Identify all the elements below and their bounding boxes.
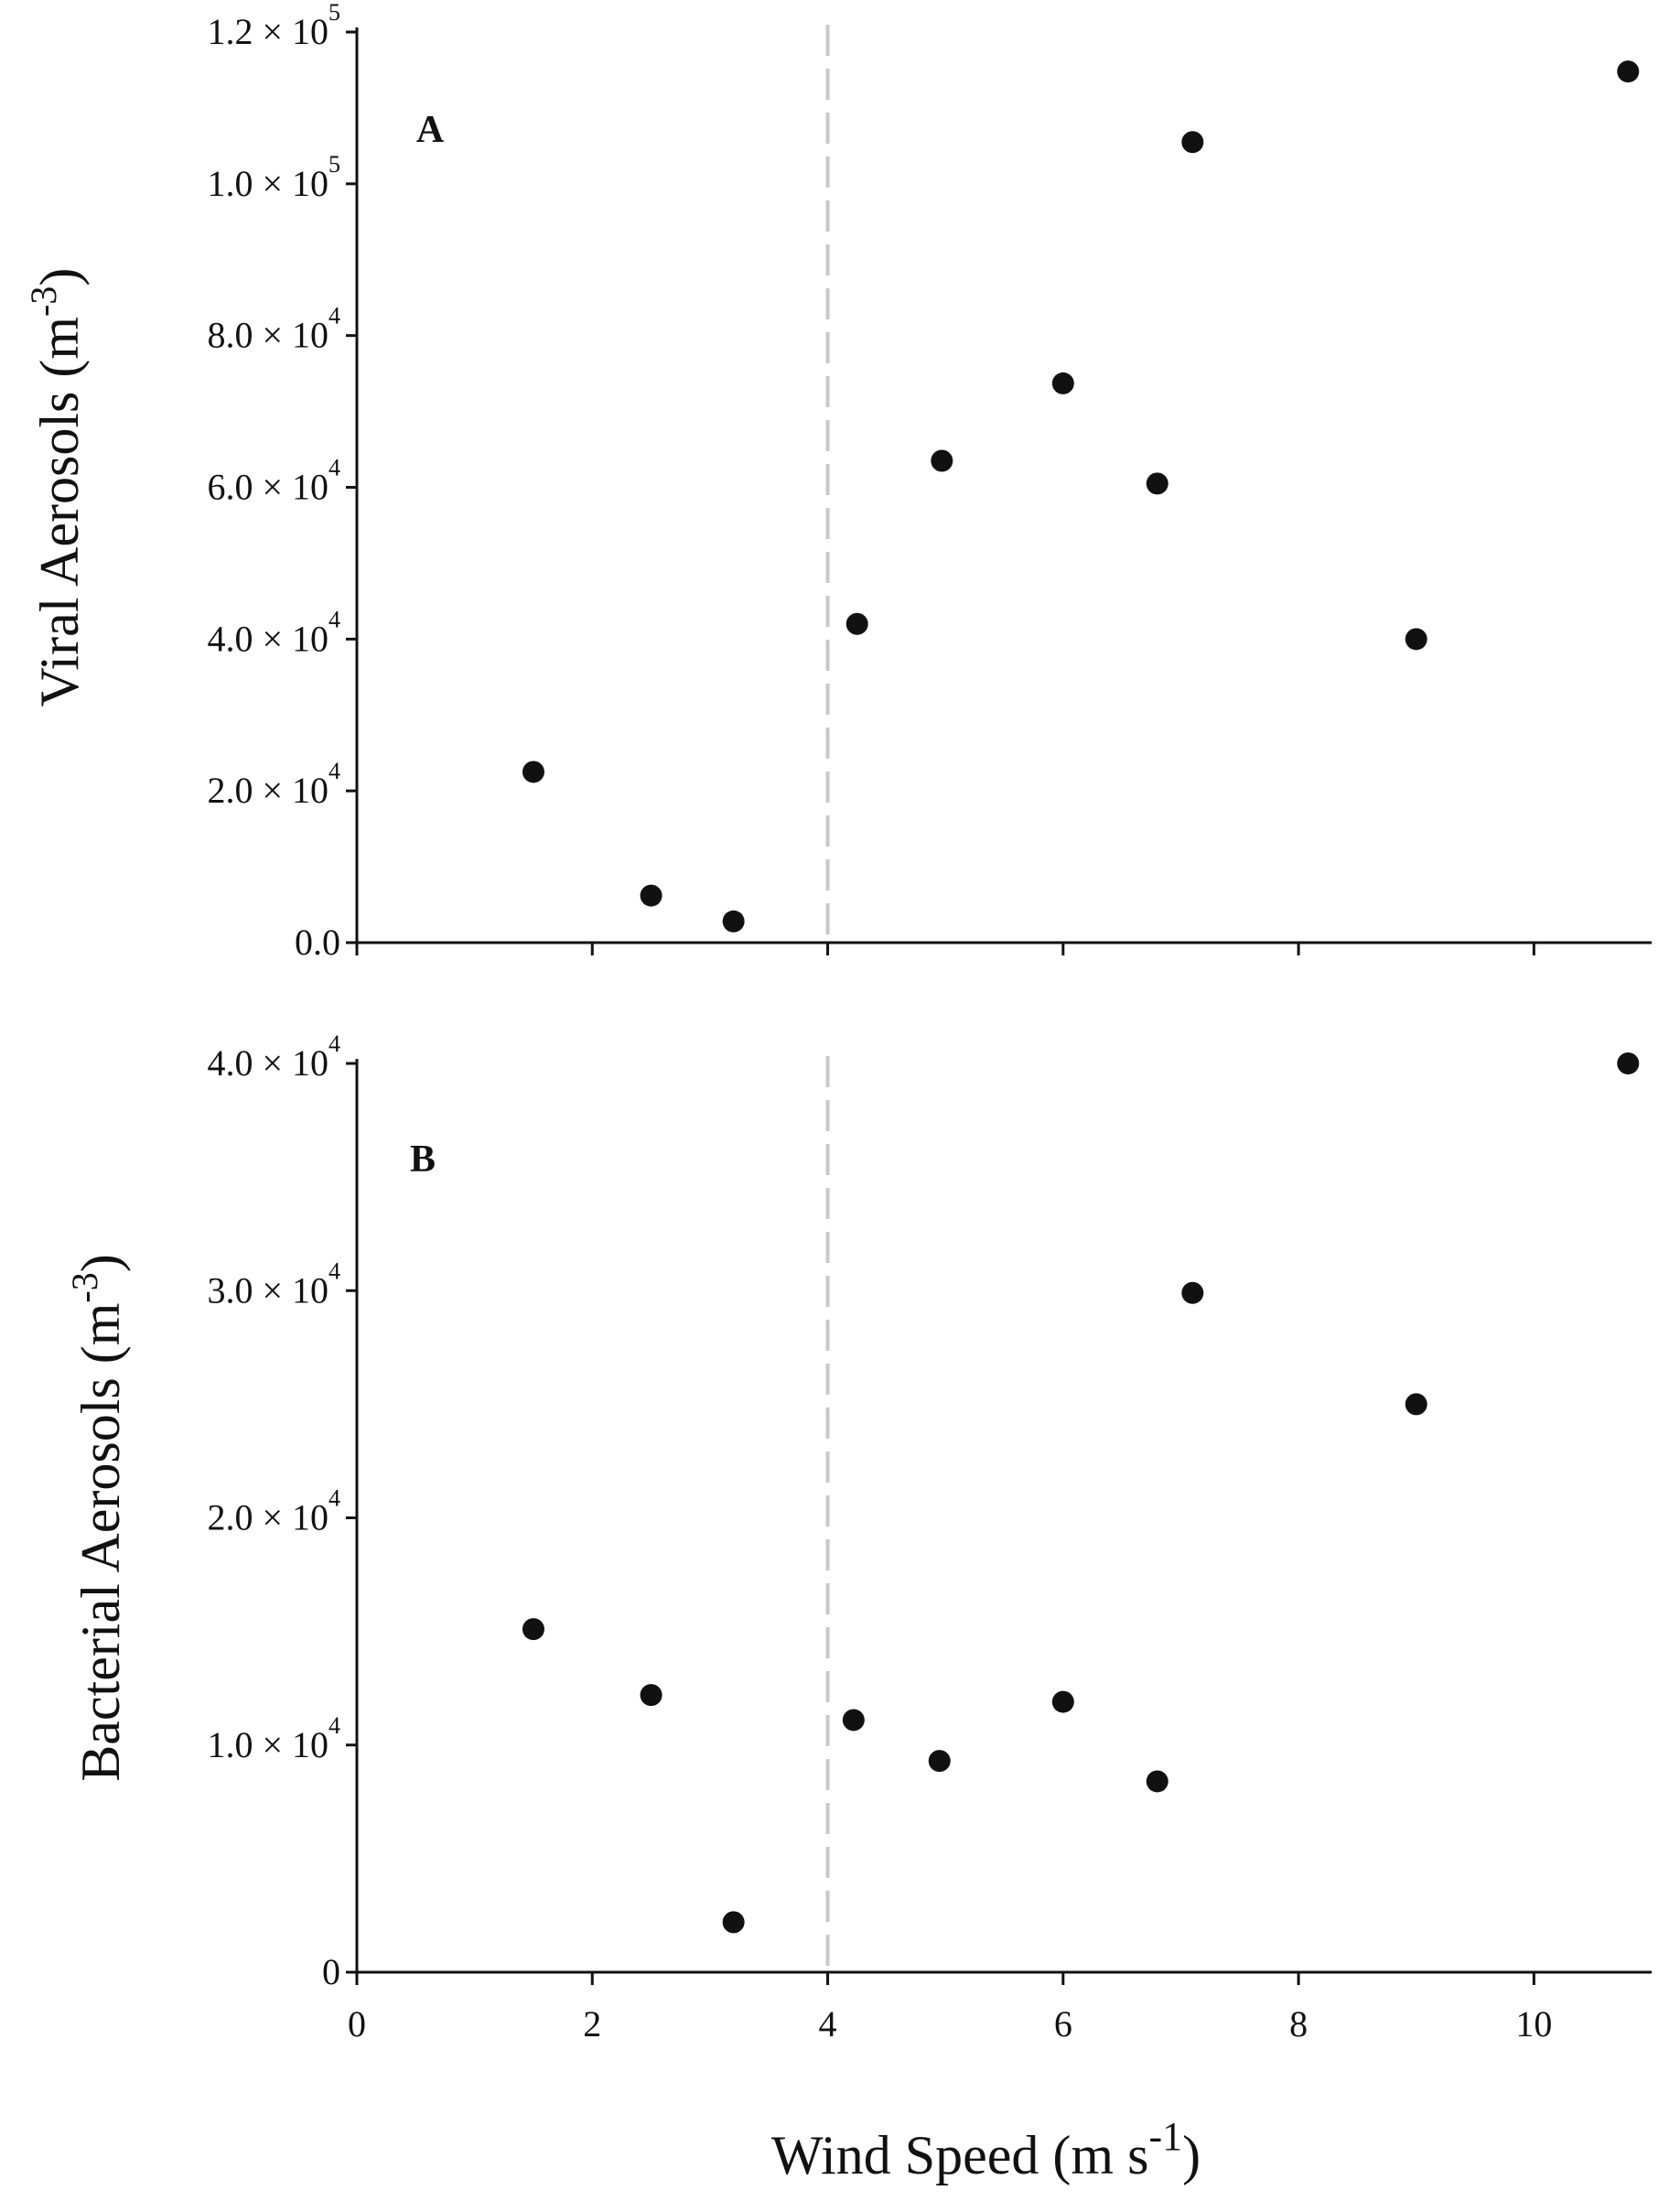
y-tick-mantissa: 6.0 × 10 (207, 467, 328, 508)
y-tick-label: 4.0 × 104 (207, 1030, 340, 1084)
y-tick-exponent: 4 (328, 455, 340, 481)
data-point (1617, 1052, 1640, 1074)
y-tick-exponent: 4 (328, 1712, 340, 1739)
y-tick-mantissa: 3.0 × 10 (207, 1269, 328, 1311)
x-tick-label: 2 (583, 2003, 601, 2045)
y-tick-exponent: 4 (328, 758, 340, 784)
y-tick-label: 3.0 × 104 (207, 1257, 340, 1311)
data-point (722, 910, 745, 933)
y-tick-exponent: 4 (328, 303, 340, 329)
y-tick-mantissa: 1.0 × 10 (207, 1724, 328, 1765)
y-axis-title: Viral Aerosols (m-3) (23, 268, 90, 707)
y-axis-title-close: ) (29, 268, 90, 286)
y-tick-label: 1.2 × 105 (207, 0, 340, 52)
data-point (1146, 472, 1168, 495)
data-point (522, 761, 544, 783)
y-tick-mantissa: 4.0 × 10 (207, 1042, 328, 1084)
data-point (1181, 131, 1204, 154)
y-axis-title-text: Bacterial Aerosols (m (70, 1303, 131, 1782)
y-tick-mantissa: 1.0 × 10 (207, 163, 328, 204)
data-point (842, 1709, 865, 1732)
data-point (1617, 60, 1640, 83)
data-point (1146, 1770, 1168, 1793)
y-tick-label: 2.0 × 104 (207, 758, 340, 811)
x-axis-title-text: Wind Speed (m s (771, 2125, 1149, 2185)
y-tick-mantissa: 1.2 × 10 (207, 11, 328, 52)
y-tick-label: 1.0 × 105 (207, 151, 340, 204)
y-tick-label: 6.0 × 104 (207, 455, 340, 508)
y-tick-exponent: 4 (328, 1485, 340, 1512)
data-point (1051, 1690, 1074, 1713)
y-axis-title-close: ) (70, 1254, 131, 1272)
x-tick-label: 10 (1515, 2003, 1552, 2045)
x-tick-label: 6 (1054, 2003, 1072, 2045)
x-tick-label: 4 (819, 2003, 837, 2045)
y-tick-exponent: 5 (328, 151, 340, 178)
x-axis-title: Wind Speed (m s-1) (771, 2114, 1201, 2185)
panel-label: A (416, 109, 445, 151)
data-point (1405, 628, 1427, 651)
y-tick-exponent: 4 (328, 1030, 340, 1057)
y-tick-mantissa: 2.0 × 10 (207, 770, 328, 811)
y-tick-label: 0.0 (295, 922, 340, 963)
data-point (722, 1911, 745, 1934)
x-axis-title-sup: -1 (1148, 2114, 1182, 2159)
panel-label: B (410, 1138, 436, 1181)
y-tick-exponent: 4 (328, 1257, 340, 1284)
data-point (522, 1618, 544, 1641)
y-tick-label: 4.0 × 104 (207, 606, 340, 659)
y-tick-label: 0 (322, 1951, 340, 1992)
y-tick-exponent: 5 (328, 0, 340, 26)
y-axis-title-text: Viral Aerosols (m (29, 317, 90, 707)
data-point (640, 884, 662, 907)
y-axis-title: Bacterial Aerosols (m-3) (64, 1254, 131, 1782)
y-tick-mantissa: 4.0 × 10 (207, 618, 328, 659)
data-point (640, 1684, 662, 1707)
y-tick-label: 1.0 × 104 (207, 1712, 340, 1765)
data-point (1405, 1393, 1427, 1416)
y-tick-label: 8.0 × 104 (207, 303, 340, 356)
data-point (928, 1750, 951, 1773)
y-axis-title-sup: -3 (64, 1272, 105, 1302)
data-point (931, 449, 953, 472)
y-tick-mantissa: 8.0 × 10 (207, 315, 328, 356)
data-point (1181, 1281, 1204, 1304)
x-axis-title-close: ) (1182, 2125, 1201, 2185)
data-point (1051, 372, 1074, 394)
x-tick-label: 0 (348, 2003, 366, 2045)
data-point (845, 612, 868, 635)
y-tick-label: 2.0 × 104 (207, 1485, 340, 1538)
y-tick-mantissa: 2.0 × 10 (207, 1497, 328, 1538)
y-tick-exponent: 4 (328, 606, 340, 632)
x-tick-label: 8 (1289, 2003, 1308, 2045)
y-axis-title-sup: -3 (23, 286, 64, 317)
